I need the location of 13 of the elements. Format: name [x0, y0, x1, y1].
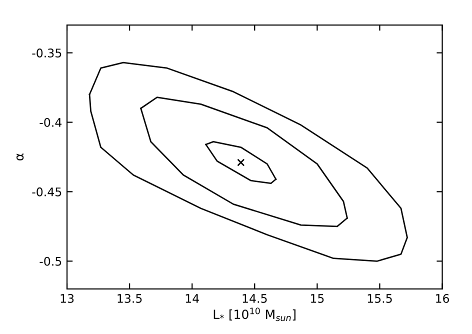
- x-tick-label: 14: [186, 294, 199, 303]
- x-axis-title: L$_{*}$ [10$^{10}$ M$_{sun}$]: [214, 308, 296, 322]
- x-tick-label: 13.5: [118, 294, 142, 303]
- x-tick-label: 15: [310, 294, 324, 303]
- y-axis-title: α: [16, 153, 24, 160]
- x-tick-label: 15.5: [368, 294, 392, 303]
- y-tick-label: -0.45: [32, 187, 62, 196]
- x-tick-label: 14.5: [242, 294, 267, 303]
- y-tick-label: -0.4: [40, 118, 62, 127]
- x-tick-label: 13: [60, 294, 74, 303]
- y-tick-label: -0.5: [40, 256, 62, 266]
- y-tick-label: -0.35: [32, 48, 62, 58]
- x-tick-label: 16: [436, 294, 450, 303]
